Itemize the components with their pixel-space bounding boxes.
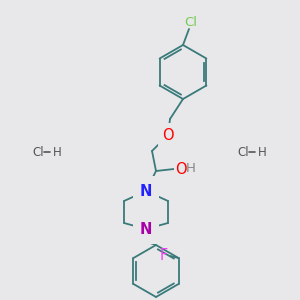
Text: Cl: Cl	[32, 146, 44, 158]
Text: N: N	[140, 184, 152, 199]
Text: H: H	[52, 146, 62, 158]
Text: O: O	[175, 161, 187, 176]
Text: F: F	[159, 248, 168, 263]
Text: N: N	[140, 221, 152, 236]
Text: H: H	[186, 163, 196, 176]
Text: O: O	[162, 128, 174, 142]
Text: Cl: Cl	[184, 16, 197, 28]
Text: Cl: Cl	[237, 146, 249, 158]
Text: H: H	[258, 146, 266, 158]
